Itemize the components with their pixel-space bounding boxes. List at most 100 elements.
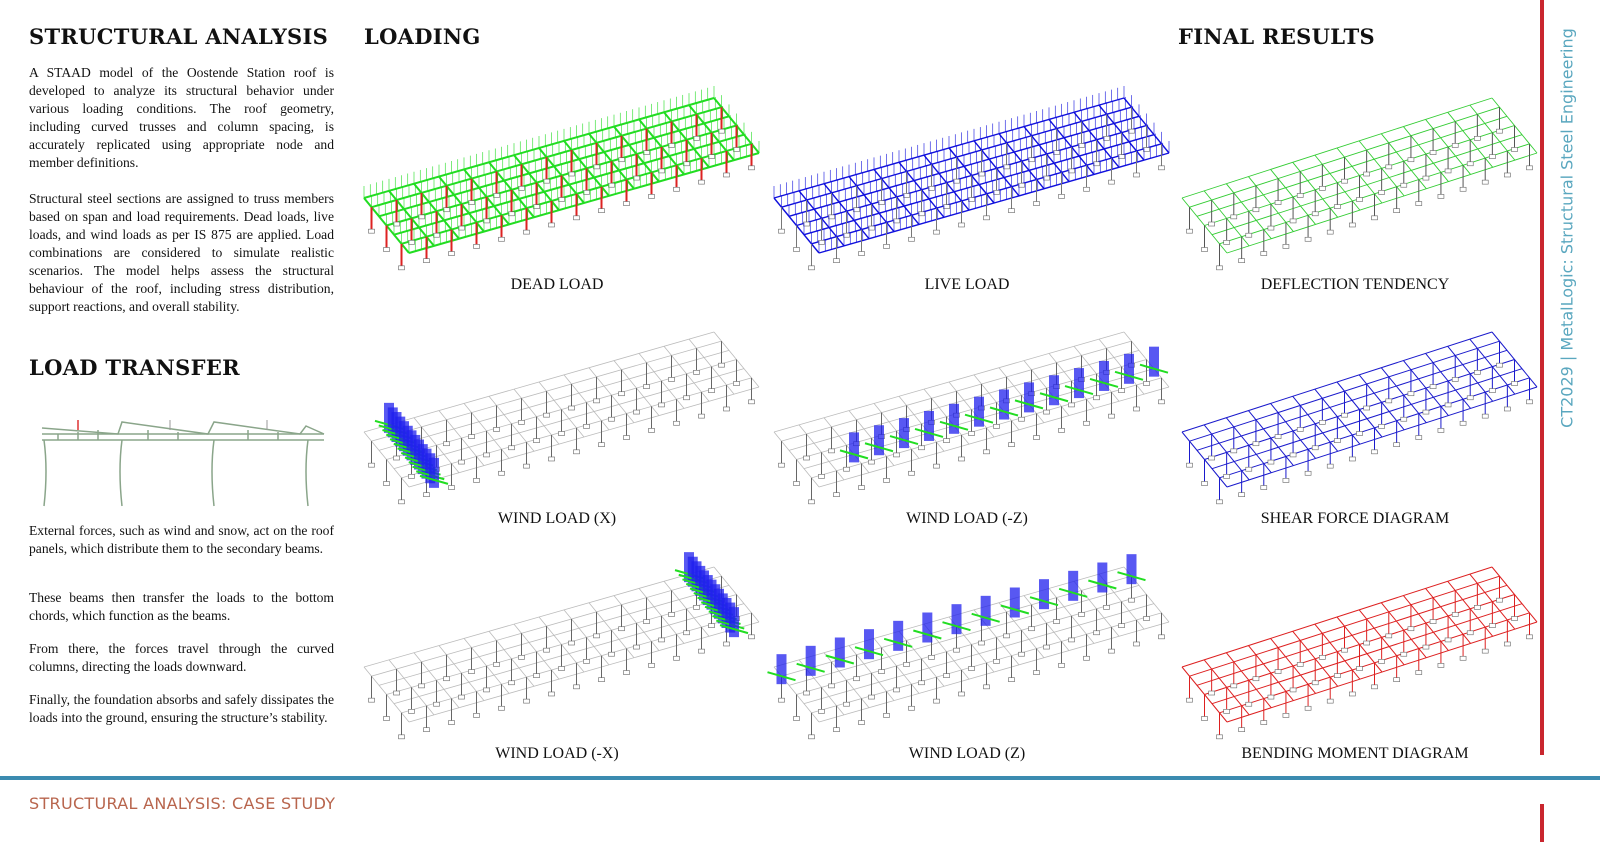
- support: [443, 676, 450, 682]
- support: [683, 395, 690, 401]
- support: [893, 218, 900, 224]
- support: [883, 478, 890, 483]
- support: [928, 186, 935, 191]
- support: [908, 705, 915, 711]
- support: [958, 691, 965, 697]
- support: [1349, 456, 1356, 462]
- support: [498, 470, 505, 476]
- panel: SHEAR FORCE DIAGRAM: [1170, 292, 1540, 530]
- panel: BENDING MOMENT DIAGRAM: [1170, 527, 1540, 765]
- support: [1274, 669, 1282, 674]
- support: [1118, 623, 1125, 628]
- support: [533, 204, 540, 209]
- wind-panel: [999, 389, 1009, 420]
- support: [1108, 413, 1115, 419]
- support: [1363, 405, 1370, 411]
- wind-arrow: [1088, 579, 1117, 590]
- wind-panel: [776, 654, 787, 685]
- support: [423, 727, 430, 732]
- wind-arrow: [839, 449, 869, 460]
- wind-panel: [893, 620, 904, 651]
- support: [1296, 193, 1304, 198]
- structure-drawing: [363, 552, 760, 740]
- support: [1133, 641, 1140, 647]
- columns: [368, 107, 755, 271]
- wind-arrow: [854, 646, 884, 657]
- columns: [778, 341, 1165, 505]
- support: [1437, 194, 1445, 199]
- support: [733, 147, 740, 152]
- wind-arrow: [1039, 392, 1069, 403]
- support: [573, 449, 580, 455]
- support: [1371, 215, 1378, 221]
- wind-arrow: [942, 621, 971, 632]
- columns: [368, 341, 755, 505]
- support: [1043, 644, 1050, 650]
- support: [1459, 655, 1467, 661]
- support: [943, 438, 950, 443]
- support: [1252, 441, 1260, 447]
- wind-panel: [1149, 346, 1159, 377]
- support: [693, 605, 700, 610]
- support: [1186, 462, 1193, 468]
- support: [548, 456, 555, 462]
- support: [1489, 388, 1496, 393]
- wind-panel: [864, 629, 874, 660]
- support: [883, 713, 890, 718]
- wind-panel: [922, 612, 933, 643]
- support: [1133, 406, 1140, 412]
- support: [933, 463, 940, 469]
- structure-drawing: [1181, 97, 1538, 271]
- support: [933, 229, 940, 235]
- support: [1223, 709, 1230, 714]
- support: [1216, 734, 1223, 740]
- wind-arrow: [889, 435, 919, 446]
- support: [993, 659, 1000, 664]
- wind-arrow: [914, 427, 944, 438]
- support: [1223, 474, 1230, 479]
- support: [918, 680, 925, 686]
- section-title: STRUCTURAL ANALYSIS: [29, 24, 329, 49]
- support: [1481, 413, 1489, 419]
- support: [1223, 240, 1230, 245]
- support: [383, 481, 390, 486]
- support: [1371, 449, 1378, 455]
- support: [698, 648, 705, 654]
- support: [1216, 265, 1223, 271]
- roof-member: [513, 623, 560, 680]
- support: [1289, 687, 1297, 693]
- support: [828, 448, 835, 454]
- support: [393, 221, 400, 227]
- support: [673, 420, 680, 426]
- support: [1437, 663, 1445, 668]
- support: [818, 709, 825, 714]
- support: [1274, 434, 1282, 439]
- support: [1437, 428, 1445, 433]
- support: [608, 416, 615, 422]
- support: [993, 190, 1000, 195]
- support: [1415, 435, 1423, 440]
- wind-arrow: [939, 420, 969, 431]
- support: [1201, 247, 1208, 252]
- support: [1296, 427, 1304, 432]
- support: [1444, 402, 1452, 408]
- support: [1304, 705, 1312, 711]
- support: [598, 442, 605, 447]
- support: [1208, 221, 1215, 227]
- support: [1158, 165, 1165, 171]
- support: [723, 641, 730, 647]
- support: [1429, 150, 1437, 155]
- support: [1260, 485, 1268, 490]
- support: [1466, 630, 1474, 636]
- support: [893, 687, 900, 693]
- support: [1008, 208, 1015, 213]
- support: [518, 655, 525, 660]
- wind-arrow: [767, 671, 796, 682]
- panel-label: WIND LOAD (X): [497, 510, 617, 527]
- support: [1043, 409, 1050, 415]
- support: [508, 445, 515, 451]
- support: [1068, 402, 1075, 408]
- support: [633, 175, 640, 181]
- columns: [1186, 576, 1533, 740]
- support: [858, 720, 865, 725]
